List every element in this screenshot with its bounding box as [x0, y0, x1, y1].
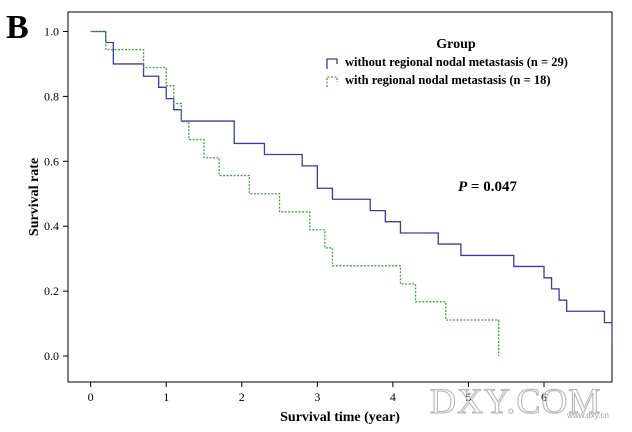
- legend-entry: without regional nodal metastasis (n = 2…: [345, 55, 568, 69]
- legend-swatch: [326, 58, 338, 69]
- y-tick-label: 0.2: [44, 284, 59, 298]
- y-tick-label: 0.0: [44, 349, 59, 363]
- y-axis-title: Survival rate: [27, 158, 42, 236]
- y-tick-label: 0.4: [44, 219, 59, 233]
- legend-swatch: [326, 76, 338, 87]
- y-tick-label: 0.6: [44, 154, 59, 168]
- x-tick-label: 4: [390, 390, 396, 404]
- legend-entry: with regional nodal metastasis (n = 18): [345, 73, 551, 87]
- x-tick-label: 1: [163, 390, 169, 404]
- legend-title: Group: [436, 37, 476, 52]
- watermark-text: DXY.COM: [430, 381, 601, 421]
- x-tick-label: 5: [465, 390, 471, 404]
- p-value-text: = 0.047: [467, 179, 517, 195]
- p-value-prefix: P: [458, 179, 468, 195]
- watermark-url: www.dxy.cn: [566, 411, 609, 420]
- x-tick-label: 2: [239, 390, 245, 404]
- p-value-annotation: P = 0.047: [458, 179, 517, 195]
- legend: Group without regional nodal metastasis …: [326, 37, 568, 87]
- y-tick-label: 1.0: [44, 24, 59, 38]
- x-tick-label: 0: [88, 390, 94, 404]
- x-tick-label: 3: [314, 390, 320, 404]
- y-tick-label: 0.8: [44, 89, 59, 103]
- series-line-without-metastasis: [90, 30, 613, 346]
- panel-label: B: [6, 9, 29, 46]
- x-tick-label: 6: [541, 390, 547, 404]
- series-line-with-metastasis: [90, 30, 500, 357]
- plot-frame: [67, 11, 613, 383]
- x-axis-title: Survival time (year): [280, 410, 400, 425]
